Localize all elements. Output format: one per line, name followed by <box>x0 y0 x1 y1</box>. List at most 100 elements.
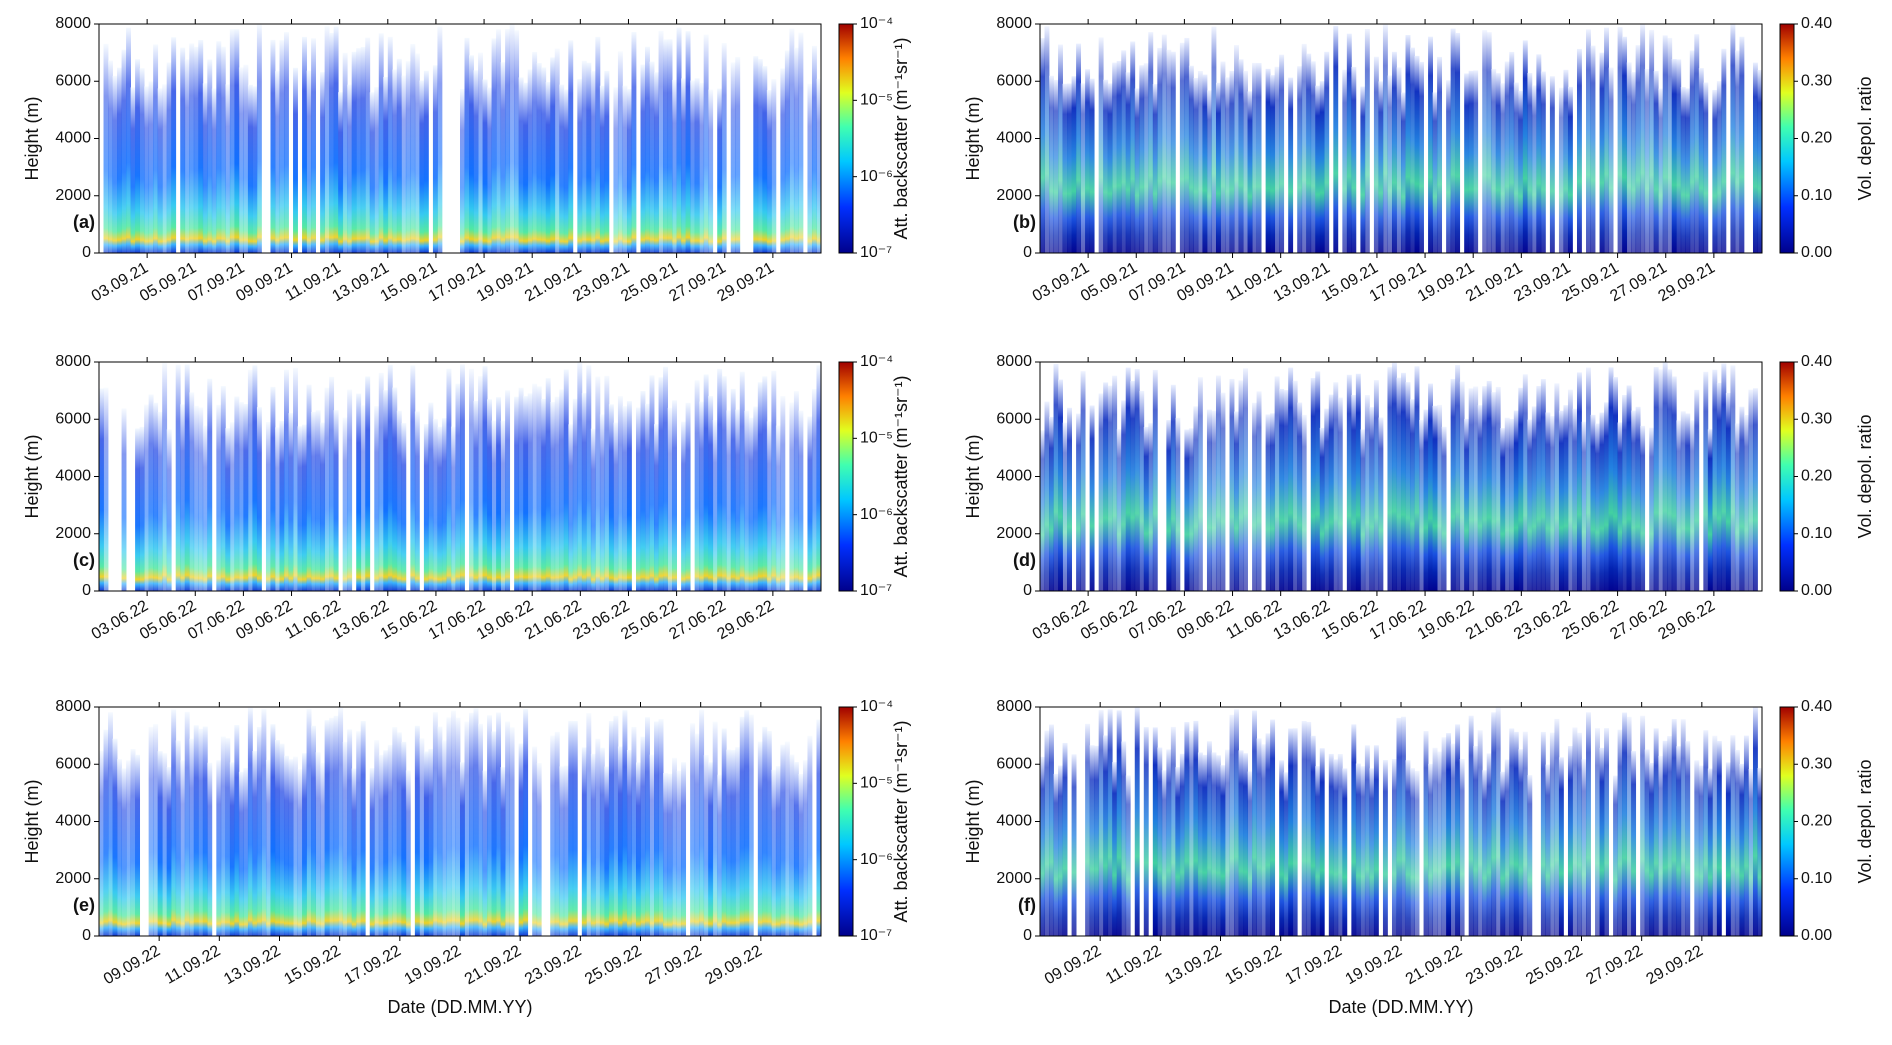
heatmap-strip <box>635 407 641 591</box>
colorbar-tick-label: 0.40 <box>1801 353 1832 370</box>
heatmap-strip <box>103 387 109 591</box>
heatmap-strip <box>703 34 709 253</box>
heatmap-strip <box>279 743 285 936</box>
heatmap-strip <box>392 69 398 253</box>
heatmap-strip <box>1572 727 1578 936</box>
heatmap-strip <box>563 89 569 253</box>
heatmap-strip <box>726 410 732 591</box>
heatmap-strip <box>1567 745 1573 936</box>
heatmap-strip <box>234 396 240 591</box>
heatmap-strip <box>631 32 637 253</box>
heatmap-strip <box>1527 775 1533 936</box>
heatmap-strip <box>1229 70 1235 253</box>
heatmap-strip <box>608 721 614 936</box>
heatmap-strip <box>1464 73 1470 254</box>
heatmap-strip <box>1225 77 1230 253</box>
heatmap-strip <box>378 754 384 936</box>
heatmap-strip <box>414 53 420 253</box>
heatmap-strip <box>1613 377 1618 591</box>
heatmap-strip <box>626 401 632 591</box>
heatmap-strip <box>1703 730 1709 936</box>
heatmap-strip <box>293 756 298 936</box>
heatmap-strip <box>694 380 700 591</box>
heatmap-strip <box>1098 710 1104 936</box>
heatmap-strip <box>1396 717 1402 936</box>
panel-label: (c) <box>73 550 95 570</box>
y-tick-label: 6000 <box>55 755 91 772</box>
heatmap-strip <box>202 425 208 591</box>
heatmap-strip <box>473 400 479 591</box>
heatmap-strip <box>514 30 520 254</box>
heatmap-strip <box>730 388 736 591</box>
heatmap-strip <box>1247 91 1253 253</box>
heatmap-strip <box>1274 376 1280 591</box>
heatmap-strip <box>717 368 723 591</box>
colorbar-tick-label: 10⁻⁶ <box>860 506 893 523</box>
x-tick-label: 23.09.22 <box>522 942 585 988</box>
heatmap-strip <box>1166 420 1172 591</box>
y-tick-label: 8000 <box>55 698 91 715</box>
heatmap-strip <box>505 721 511 936</box>
heatmap-strip <box>793 761 799 936</box>
heatmap-strip <box>1662 740 1668 936</box>
y-tick-label: 2000 <box>55 187 91 204</box>
heatmap-strip <box>766 730 772 936</box>
y-tick-label: 8000 <box>55 353 91 370</box>
heatmap-strip <box>1703 371 1709 591</box>
panel-label: (f) <box>1018 895 1036 915</box>
heatmap-strip <box>1567 86 1573 254</box>
heatmap-strip <box>1062 422 1068 591</box>
heatmap-strip <box>1206 90 1212 253</box>
heatmap-strip <box>622 406 628 591</box>
heatmap-strip <box>645 403 650 591</box>
heatmap-strip <box>649 61 655 253</box>
heatmap-strip <box>1513 731 1519 936</box>
heatmap-strip <box>676 770 682 936</box>
heatmap-strip <box>1301 721 1307 936</box>
heatmap-strip <box>1094 745 1100 936</box>
y-tick-label: 4000 <box>55 813 91 830</box>
heatmap-strip <box>604 70 610 253</box>
heatmap-strip <box>1143 727 1149 936</box>
heatmap-strip <box>1509 51 1515 254</box>
heatmap-strip <box>726 749 732 936</box>
heatmap-strip <box>676 27 682 254</box>
heatmap-strip <box>744 410 750 591</box>
heatmap-strip <box>469 712 474 936</box>
heatmap-strip <box>1477 730 1483 936</box>
heatmap-strip <box>1107 385 1113 591</box>
colorbar-tick-label: 0.20 <box>1801 468 1832 485</box>
heatmap-strip <box>491 38 497 254</box>
heatmap-strip <box>405 61 411 254</box>
heatmap-strip <box>1748 389 1754 591</box>
heatmap-strip <box>1089 405 1095 591</box>
heatmap-strip <box>1346 33 1352 254</box>
colorbar-tick-label: 10⁻⁴ <box>860 353 893 370</box>
heatmap-strip <box>1662 362 1668 591</box>
heatmap-strip <box>1152 369 1158 591</box>
heatmap-strip <box>414 411 420 591</box>
y-tick-label: 4000 <box>55 130 91 147</box>
heatmap-strip <box>563 765 569 936</box>
heatmap-strip <box>369 768 375 936</box>
heatmap-strip <box>1058 379 1063 591</box>
heatmap-strip <box>1455 364 1461 591</box>
heatmap-strip <box>139 426 145 591</box>
heatmap-strip <box>1734 423 1740 591</box>
heatmap-strip <box>541 67 547 253</box>
heatmap-strip <box>1342 768 1348 936</box>
heatmap-strip <box>189 738 195 936</box>
heatmap-strip <box>1667 369 1673 591</box>
heatmap-strip <box>532 746 538 936</box>
heatmap-strip <box>1315 371 1321 591</box>
heatmap-strip <box>1450 378 1456 591</box>
heatmap-strip <box>1513 410 1519 591</box>
heatmap-strip <box>1193 406 1199 591</box>
heatmap-strip <box>1581 421 1587 591</box>
heatmap-strip <box>640 390 646 591</box>
y-tick-label: 0 <box>82 927 91 944</box>
heatmap-strip <box>762 376 768 591</box>
heatmap-strip <box>1405 35 1411 253</box>
heatmap-strip <box>401 741 407 936</box>
